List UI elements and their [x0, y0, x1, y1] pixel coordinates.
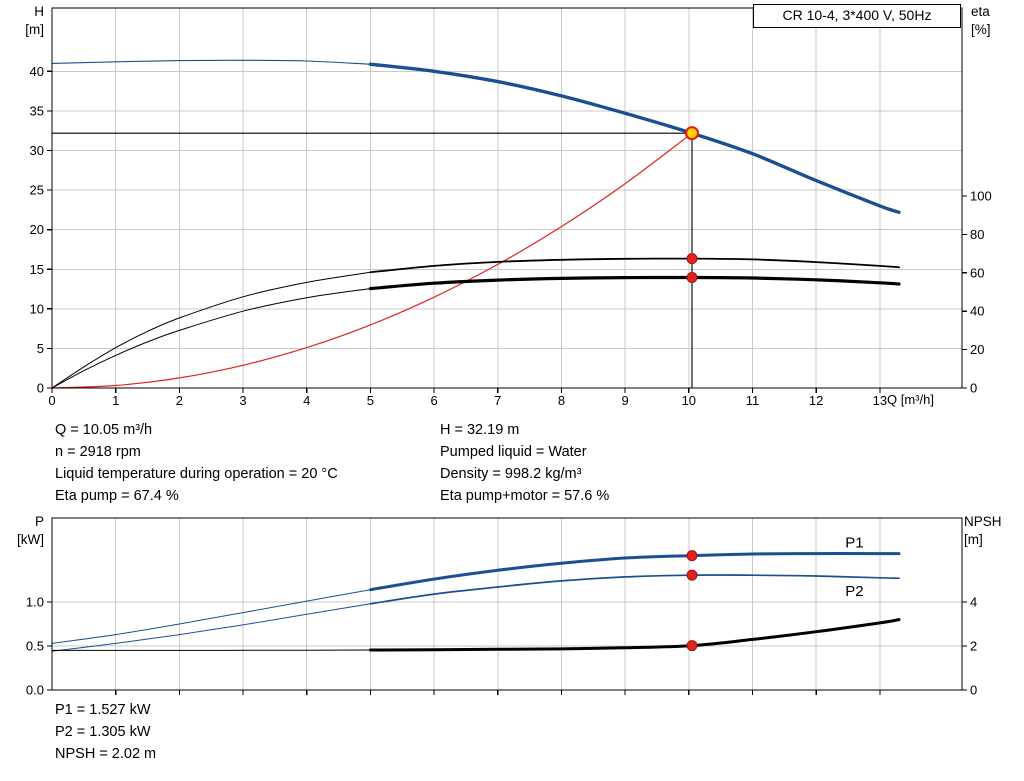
- h-axis-name: H: [34, 4, 44, 19]
- left-axis-tick-label: 10: [30, 301, 44, 316]
- right-axis-tick-label: 80: [970, 227, 984, 242]
- p-axis-name: P: [34, 514, 44, 529]
- annotation-head: H = 32.19 m: [440, 422, 520, 438]
- x-axis-tick-label: 13: [873, 393, 887, 408]
- duty-value-dot: [686, 253, 698, 265]
- left-axis-tick-label: 15: [30, 262, 44, 277]
- right-axis-tick-label: 0: [970, 381, 977, 396]
- pump-model-box: CR 10-4, 3*400 V, 50Hz: [753, 4, 961, 28]
- annotation-speed: n = 2918 rpm: [55, 444, 141, 460]
- p2-power-curve: [369, 574, 900, 605]
- npsh-axis-unit: [m]: [964, 532, 983, 547]
- x-axis-tick-label: 3: [239, 393, 246, 408]
- x-axis-tick-label: 11: [746, 393, 760, 408]
- npsh-axis-name: NPSH: [964, 514, 1002, 529]
- duty-value-dot: [686, 569, 698, 581]
- left-axis-tick-label: 25: [30, 183, 44, 198]
- duty-point-marker[interactable]: [684, 126, 700, 141]
- pump-head-curve: [368, 62, 901, 214]
- right-axis-tick-label: 20: [970, 342, 984, 357]
- left-axis-tick-label: 35: [30, 103, 44, 118]
- left-axis-tick-label: 30: [30, 143, 44, 158]
- right-axis-tick-label: 40: [970, 304, 984, 319]
- p1-power-curve-label: P1: [845, 534, 863, 551]
- left-axis-tick-label: 40: [30, 64, 44, 79]
- p2-power-curve-thin: [51, 603, 371, 652]
- right-axis-tick-label: 2: [970, 639, 977, 654]
- eta-pump-curve: [369, 257, 900, 274]
- duty-value-dot: [686, 550, 698, 562]
- right-axis-tick-label: 60: [970, 265, 984, 280]
- plot-frame: [51, 517, 963, 691]
- annotation-eta-pump: Eta pump = 67.4 %: [55, 488, 179, 504]
- x-axis-tick-label: 7: [494, 393, 501, 408]
- q-axis-title: Q [m³/h]: [887, 392, 934, 407]
- x-axis-tick-label: 5: [367, 393, 374, 408]
- eta-axis-name: eta: [971, 4, 990, 19]
- annotation-eta-pump-motor: Eta pump+motor = 57.6 %: [440, 488, 610, 504]
- p-axis-title: P [kW]: [0, 513, 44, 549]
- eta-axis-title: eta [%]: [971, 3, 991, 39]
- left-axis-tick-label: 5: [37, 341, 44, 356]
- annotation-pumped-liquid: Pumped liquid = Water: [440, 444, 587, 460]
- x-axis-tick-label: 1: [112, 393, 119, 408]
- annotation-p1: P1 = 1.527 kW: [55, 702, 151, 718]
- left-axis-tick-label: 1.0: [26, 594, 44, 609]
- annotation-flow: Q = 10.05 m³/h: [55, 422, 153, 438]
- duty-value-dot: [686, 640, 698, 652]
- pump-model-title: CR 10-4, 3*400 V, 50Hz: [782, 7, 932, 23]
- left-axis-tick-label: 0.0: [26, 683, 44, 698]
- system-curve: [51, 132, 693, 389]
- annotation-liquid-temperature: Liquid temperature during operation = 20…: [55, 466, 338, 482]
- eta-pump-motor-curve-thin: [51, 288, 371, 389]
- npsh-curve: [368, 618, 901, 652]
- x-axis-tick-label: 6: [430, 393, 437, 408]
- duty-annotations-right: H = 32.19 m Pumped liquid = Water Densit…: [440, 419, 609, 507]
- p-axis-unit: [kW]: [17, 532, 44, 547]
- x-axis-tick-label: 10: [682, 393, 696, 408]
- x-axis-tick-label: 0: [48, 393, 55, 408]
- npsh-axis-title: NPSH [m]: [964, 513, 1002, 549]
- annotation-p2: P2 = 1.305 kW: [55, 724, 151, 740]
- left-axis-tick-label: 0.5: [26, 638, 44, 653]
- pump-head-curve-thin: [51, 59, 371, 65]
- h-axis-title: H [m]: [0, 3, 44, 39]
- eta-axis-unit: [%]: [971, 22, 991, 37]
- duty-value-dot: [686, 271, 698, 283]
- eta-pump-curve-thin: [51, 271, 371, 389]
- power-annotations: P1 = 1.527 kW P2 = 1.305 kW NPSH = 2.02 …: [55, 699, 156, 765]
- right-axis-tick-label: 0: [970, 683, 977, 698]
- eta-pump-motor-curve: [368, 275, 901, 291]
- left-axis-tick-label: 20: [30, 222, 44, 237]
- x-axis-tick-label: 12: [809, 393, 823, 408]
- duty-annotations-left: Q = 10.05 m³/h n = 2918 rpm Liquid tempe…: [55, 419, 338, 507]
- x-axis-tick-label: 4: [303, 393, 310, 408]
- plot-frame: [51, 7, 963, 389]
- h-axis-unit: [m]: [25, 22, 44, 37]
- p1-power-curve: [368, 552, 901, 592]
- p1-power-curve-thin: [51, 589, 371, 644]
- x-axis-tick-label: 9: [622, 393, 629, 408]
- x-axis-tick-label: 8: [558, 393, 565, 408]
- annotation-npsh: NPSH = 2.02 m: [55, 746, 157, 762]
- annotation-density: Density = 998.2 kg/m³: [440, 466, 582, 482]
- right-axis-tick-label: 4: [970, 595, 977, 610]
- x-axis-tick-label: 2: [176, 393, 183, 408]
- p2-power-curve-label: P2: [845, 583, 863, 600]
- left-axis-tick-label: 0: [37, 381, 44, 396]
- right-axis-tick-label: 100: [970, 189, 992, 204]
